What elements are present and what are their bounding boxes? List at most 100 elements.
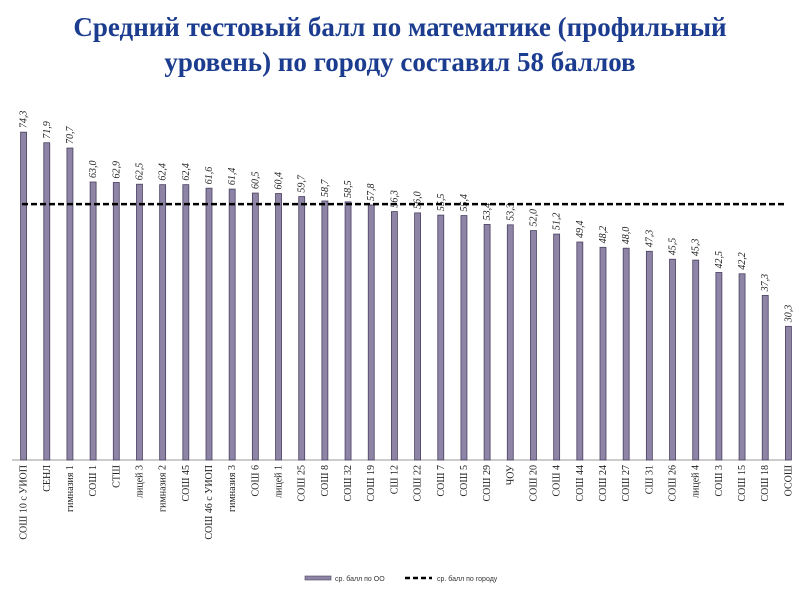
bar bbox=[645, 250, 653, 461]
value-label: 71,9 bbox=[42, 121, 53, 139]
bar bbox=[43, 142, 51, 461]
bar bbox=[669, 258, 676, 461]
value-label: 53,4 bbox=[482, 203, 493, 221]
x-tick-label: СЕНЛ bbox=[42, 465, 53, 492]
bar bbox=[622, 247, 630, 461]
x-tick-label: СОШ 25 bbox=[297, 465, 308, 501]
value-label: 58,5 bbox=[343, 180, 354, 198]
x-tick-label: лицей 1 bbox=[274, 465, 285, 498]
value-label: 58,7 bbox=[320, 178, 331, 197]
legend-label: ср. балл по городу bbox=[437, 575, 498, 583]
value-label: 45,3 bbox=[691, 239, 702, 257]
value-label: 55,5 bbox=[436, 194, 447, 212]
value-label: 49,4 bbox=[575, 221, 586, 239]
value-label: 47,3 bbox=[644, 230, 655, 248]
value-label: 42,2 bbox=[737, 252, 748, 270]
value-label: 59,7 bbox=[297, 174, 308, 193]
value-label: 74,3 bbox=[19, 111, 30, 129]
bar bbox=[321, 200, 329, 461]
x-tick-label: СШ 12 bbox=[389, 465, 400, 494]
bar bbox=[738, 273, 746, 461]
x-tick-label: СОШ 45 bbox=[181, 465, 192, 501]
bar bbox=[251, 192, 259, 461]
bar bbox=[715, 272, 723, 461]
x-tick-label: гимназия 1 bbox=[65, 465, 76, 512]
bar bbox=[785, 325, 792, 461]
bar bbox=[136, 183, 143, 461]
bar bbox=[692, 259, 700, 461]
bar bbox=[506, 224, 514, 461]
bar bbox=[599, 246, 607, 461]
value-label: 57,8 bbox=[366, 183, 377, 201]
x-tick-label: СОШ 20 bbox=[528, 465, 539, 501]
bar bbox=[483, 223, 491, 461]
value-label: 56,3 bbox=[389, 190, 400, 208]
bar bbox=[66, 147, 74, 461]
x-tick-label: СОШ 29 bbox=[482, 465, 493, 501]
value-label: 51,2 bbox=[552, 213, 563, 231]
x-tick-label: СТШ bbox=[111, 465, 122, 488]
x-tick-label: СОШ 22 bbox=[413, 465, 424, 501]
value-label: 62,9 bbox=[111, 161, 122, 179]
bar bbox=[437, 214, 445, 461]
x-tick-label: СОШ 15 bbox=[737, 465, 748, 501]
bar bbox=[159, 184, 167, 461]
value-label: 62,4 bbox=[181, 163, 192, 181]
x-tick-label: лицей 4 bbox=[691, 465, 702, 498]
bar bbox=[275, 193, 282, 461]
x-tick-label: СОШ 19 bbox=[366, 465, 377, 501]
x-tick-label: СОШ 44 bbox=[575, 465, 586, 501]
value-label: 52,0 bbox=[528, 209, 539, 227]
value-label: 56,0 bbox=[413, 191, 424, 209]
x-tick-label: СОШ 1 bbox=[88, 465, 99, 496]
bar bbox=[344, 201, 352, 461]
x-tick-label: СОШ 24 bbox=[598, 465, 609, 501]
bar bbox=[228, 188, 236, 461]
bar bbox=[205, 187, 213, 461]
bar bbox=[553, 233, 561, 461]
value-label: 48,2 bbox=[598, 226, 609, 244]
x-tick-label: СОШ 5 bbox=[459, 465, 470, 496]
x-tick-label: ЧОУ bbox=[505, 464, 516, 485]
value-label: 48,0 bbox=[621, 227, 632, 245]
value-label: 42,5 bbox=[714, 251, 725, 269]
x-tick-label: СОШ 46 с УИОП bbox=[204, 465, 215, 540]
x-tick-label: СОШ 8 bbox=[320, 465, 331, 496]
x-tick-label: ОСОШ bbox=[783, 465, 794, 496]
bar bbox=[576, 241, 584, 461]
value-label: 45,5 bbox=[668, 238, 679, 256]
x-tick-label: гимназия 3 bbox=[227, 465, 238, 512]
bar bbox=[20, 131, 27, 461]
bar bbox=[414, 212, 421, 461]
x-tick-label: СШ 31 bbox=[644, 465, 655, 494]
bar bbox=[298, 196, 306, 461]
value-label: 70,7 bbox=[65, 126, 76, 145]
bar bbox=[112, 182, 120, 461]
value-label: 60,4 bbox=[274, 172, 285, 190]
bar bbox=[367, 204, 375, 461]
x-tick-label: СОШ 32 bbox=[343, 465, 354, 501]
legend-swatch bbox=[304, 575, 332, 581]
chart-title: Средний тестовый балл по математике (про… bbox=[73, 12, 727, 77]
bar bbox=[761, 295, 769, 461]
value-label: 53,3 bbox=[505, 203, 516, 221]
x-tick-label: лицей 3 bbox=[134, 465, 145, 498]
value-label: 30,3 bbox=[783, 305, 794, 324]
value-label: 62,4 bbox=[158, 163, 169, 181]
value-label: 37,3 bbox=[760, 274, 771, 293]
value-label: 60,5 bbox=[250, 172, 261, 190]
x-tick-label: СОШ 7 bbox=[436, 465, 447, 496]
bar bbox=[530, 230, 537, 461]
x-tick-label: СОШ 26 bbox=[668, 465, 679, 501]
x-tick-label: СОШ 3 bbox=[714, 465, 725, 496]
x-tick-label: СОШ 4 bbox=[552, 465, 563, 496]
value-label: 63,0 bbox=[88, 161, 99, 179]
x-tick-label: СОШ 27 bbox=[621, 465, 632, 501]
legend-label: ср. балл по ОО bbox=[335, 575, 385, 583]
value-label: 55,4 bbox=[459, 194, 470, 212]
x-tick-label: гимназия 2 bbox=[158, 465, 169, 512]
value-label: 62,5 bbox=[134, 163, 145, 181]
bar bbox=[89, 181, 97, 461]
